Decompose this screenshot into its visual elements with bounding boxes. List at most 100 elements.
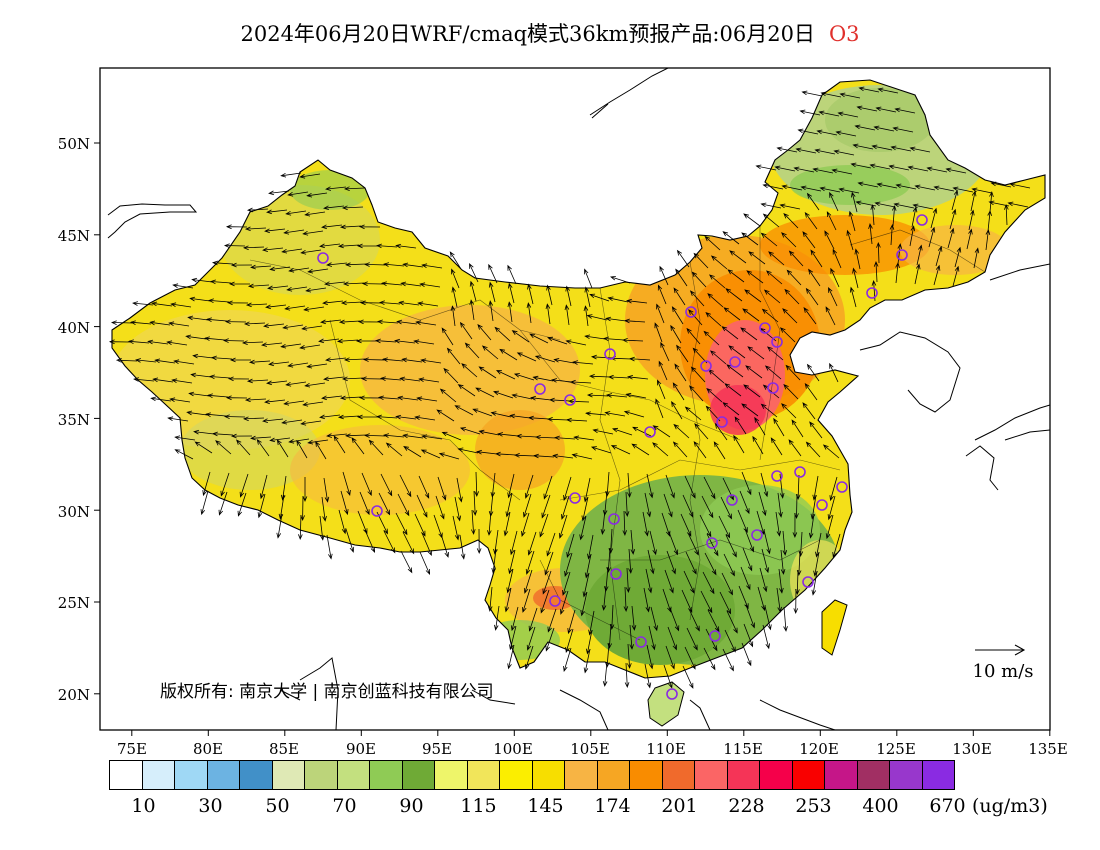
wind-vector — [761, 548, 770, 574]
legend-swatch-11 — [466, 760, 500, 790]
wind-vector — [529, 333, 549, 344]
wind-vector — [775, 511, 782, 537]
wind-vector — [505, 492, 513, 518]
wind-vector — [792, 512, 798, 539]
wind-vector — [693, 252, 709, 269]
wind-vector — [738, 585, 749, 610]
wind-vector — [267, 285, 289, 291]
wind-vector — [744, 528, 755, 553]
wind-vector — [368, 439, 384, 456]
wind-vector — [687, 532, 699, 556]
wind-vector — [985, 229, 991, 251]
wind-vector — [128, 339, 150, 345]
wind-vector — [508, 282, 515, 304]
station-marker-urumqi — [317, 252, 329, 264]
wind-vector — [672, 382, 685, 401]
title-species: O3 — [828, 22, 860, 46]
lat-label-20: 20N — [58, 686, 90, 704]
legend-swatch-18 — [694, 760, 728, 790]
wind-vector — [174, 435, 196, 441]
wind-vector — [968, 209, 975, 231]
wind-vector — [383, 530, 396, 554]
wind-vector — [663, 493, 673, 518]
wind-vector — [785, 364, 801, 381]
wind-vector — [421, 434, 443, 440]
wind-vector — [296, 439, 308, 459]
wind-vector — [601, 585, 607, 611]
wind-vector — [565, 628, 574, 653]
wind-vector — [916, 244, 923, 266]
wind-vector — [810, 249, 823, 268]
wind-vector — [171, 378, 193, 384]
wind-vector — [954, 246, 962, 268]
wind-vector — [449, 251, 462, 270]
wind-vector — [726, 610, 738, 634]
wind-vector — [583, 305, 589, 327]
wind-vector — [659, 265, 669, 286]
wind-vector — [248, 359, 271, 365]
wind-vector — [454, 405, 474, 416]
wind-vector — [302, 401, 324, 407]
wind-vector — [722, 648, 734, 672]
wind-vector — [688, 608, 700, 632]
wind-vector — [805, 441, 821, 458]
wind-vector — [762, 624, 770, 650]
wind-vector — [699, 514, 712, 538]
wind-vector — [909, 146, 931, 153]
wind-vector — [644, 663, 652, 689]
wind-vector — [342, 281, 365, 287]
station-marker-fuzhou — [802, 576, 814, 588]
wind-vector — [420, 358, 442, 364]
wind-vector — [507, 301, 513, 323]
wind-vector — [604, 411, 626, 417]
wind-vector — [622, 510, 627, 537]
wind-vector — [741, 642, 752, 667]
wind-vector — [319, 414, 341, 420]
wind-vector — [567, 609, 576, 635]
wind-vector — [345, 528, 355, 553]
wind-vector — [418, 377, 440, 383]
wind-vector — [440, 533, 449, 558]
wind-vector — [694, 423, 709, 440]
wind-vector — [147, 339, 169, 345]
wind-vector — [361, 472, 372, 497]
wind-vector — [472, 408, 493, 417]
wind-vector — [355, 338, 377, 344]
wind-vector — [723, 307, 741, 321]
wind-vector — [206, 317, 228, 322]
station-marker-hefei — [771, 470, 783, 482]
wind-vector — [806, 363, 820, 382]
wind-vector — [149, 320, 171, 326]
wind-vector — [739, 490, 750, 515]
station-marker-chengdu — [569, 492, 581, 504]
wind-vector — [210, 279, 232, 285]
wind-vector — [755, 164, 777, 171]
wind-vector — [530, 395, 552, 401]
wind-vector — [476, 449, 498, 455]
wind-vector — [778, 568, 784, 594]
wind-vector — [742, 308, 760, 322]
wind-vector — [710, 350, 727, 365]
wind-vector — [376, 414, 398, 420]
wind-vector — [357, 510, 368, 535]
legend-swatch-17 — [661, 760, 695, 790]
wind-vector — [707, 609, 720, 633]
wind-vector — [764, 365, 782, 380]
wind-vector — [820, 91, 842, 98]
wind-vector — [610, 276, 631, 284]
wind-vector — [849, 286, 857, 308]
wind-vector — [689, 290, 705, 307]
station-marker-guangzhou — [709, 630, 721, 642]
lat-label-35: 35N — [58, 411, 90, 429]
wind-vector — [646, 644, 654, 670]
wind-vector — [760, 472, 769, 498]
wind-vector — [306, 363, 328, 369]
station-marker-nanjing — [794, 466, 806, 478]
wind-vector — [320, 319, 342, 325]
wind-vector — [507, 644, 515, 670]
wind-vector — [513, 373, 535, 381]
legend-swatch-25 — [921, 760, 955, 790]
legend-swatch-19 — [726, 760, 760, 790]
wind-vector — [494, 605, 500, 631]
wind-vector — [852, 267, 859, 289]
